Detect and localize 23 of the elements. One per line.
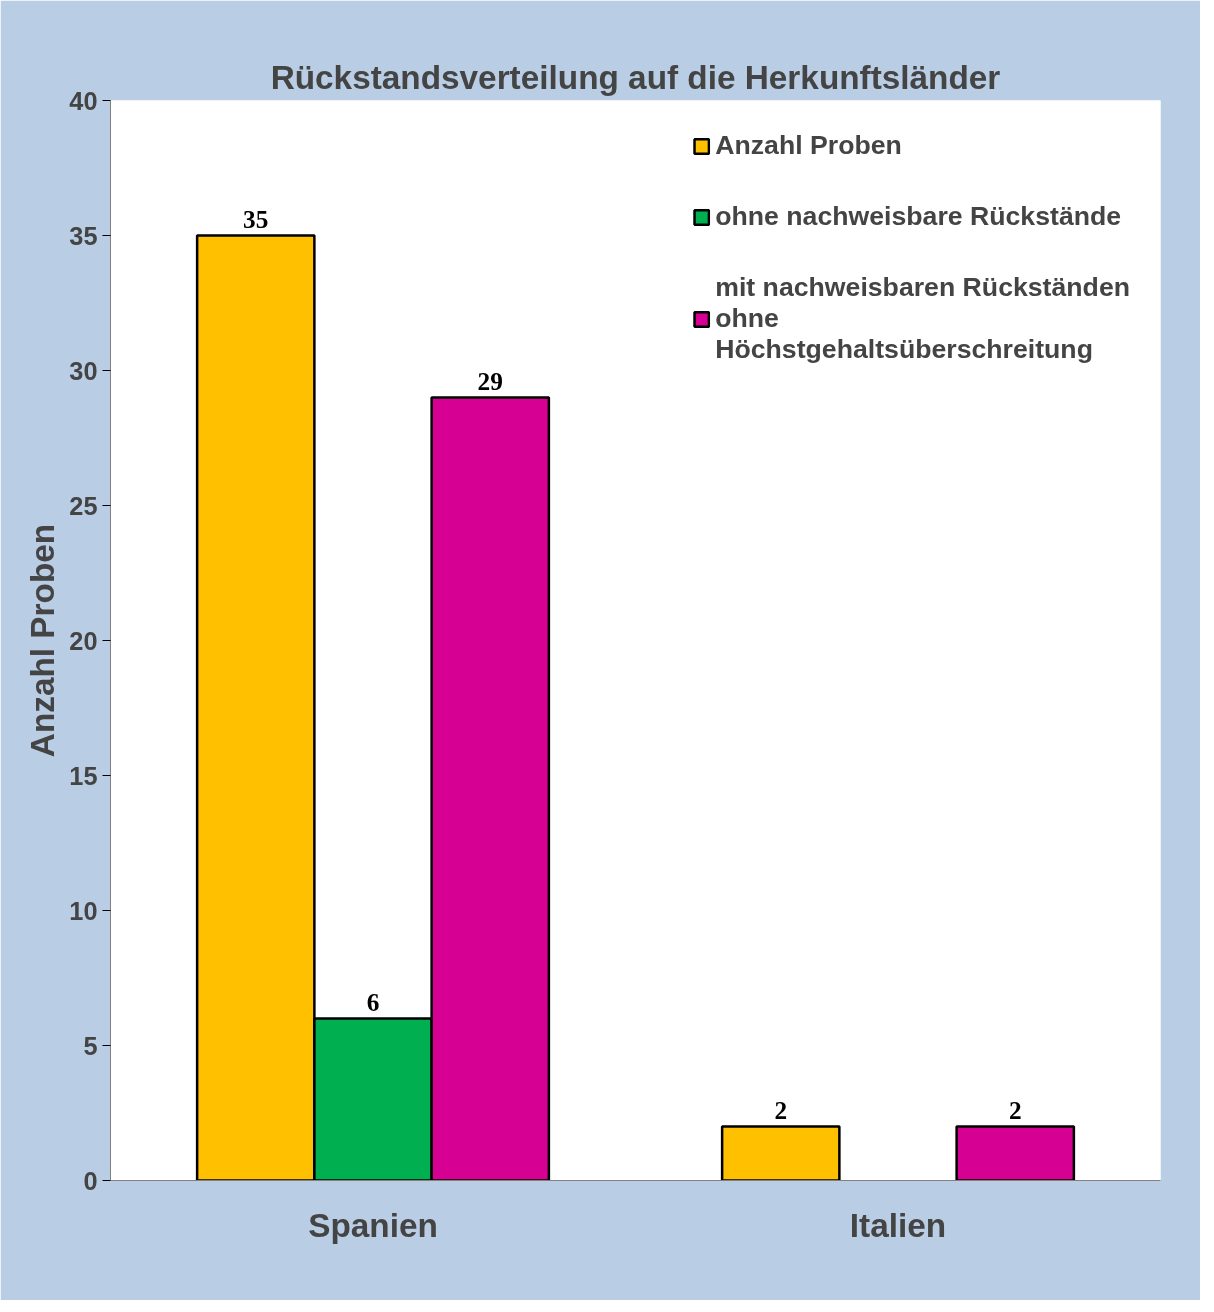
y-tick-label: 5 [83,1031,98,1060]
x-tick-label: Italien [849,1206,947,1244]
x-tick-label: Spanien [308,1206,438,1244]
data-label: 2 [1008,1095,1022,1124]
y-axis-title: Anzahl Proben [24,523,62,758]
data-label: 2 [774,1095,788,1124]
data-label: 29 [477,366,503,395]
y-tick-label: 25 [69,491,98,520]
y-tick-label: 0 [83,1166,98,1195]
chart-title: Rückstandsverteilung auf die Herkunftsländer [270,58,1001,96]
y-tick-label: 40 [69,86,98,115]
bar [955,1125,1076,1181]
legend-label: ohne nachweisbare Rückstände [715,201,1122,232]
y-tick-label: 35 [69,221,98,250]
y-tick-label: 30 [69,356,98,385]
data-label: 35 [243,204,269,233]
bar [720,1125,841,1181]
legend-label: Anzahl Proben [715,130,902,161]
y-tick-label: 15 [69,761,98,790]
legend-label: mit nachweisbaren Rückständen ohne Höchstgehaltsüberschreitung [715,272,1130,365]
y-tick-label: 10 [69,896,98,925]
y-tick-label: 20 [69,626,98,655]
data-label: 6 [366,987,380,1016]
